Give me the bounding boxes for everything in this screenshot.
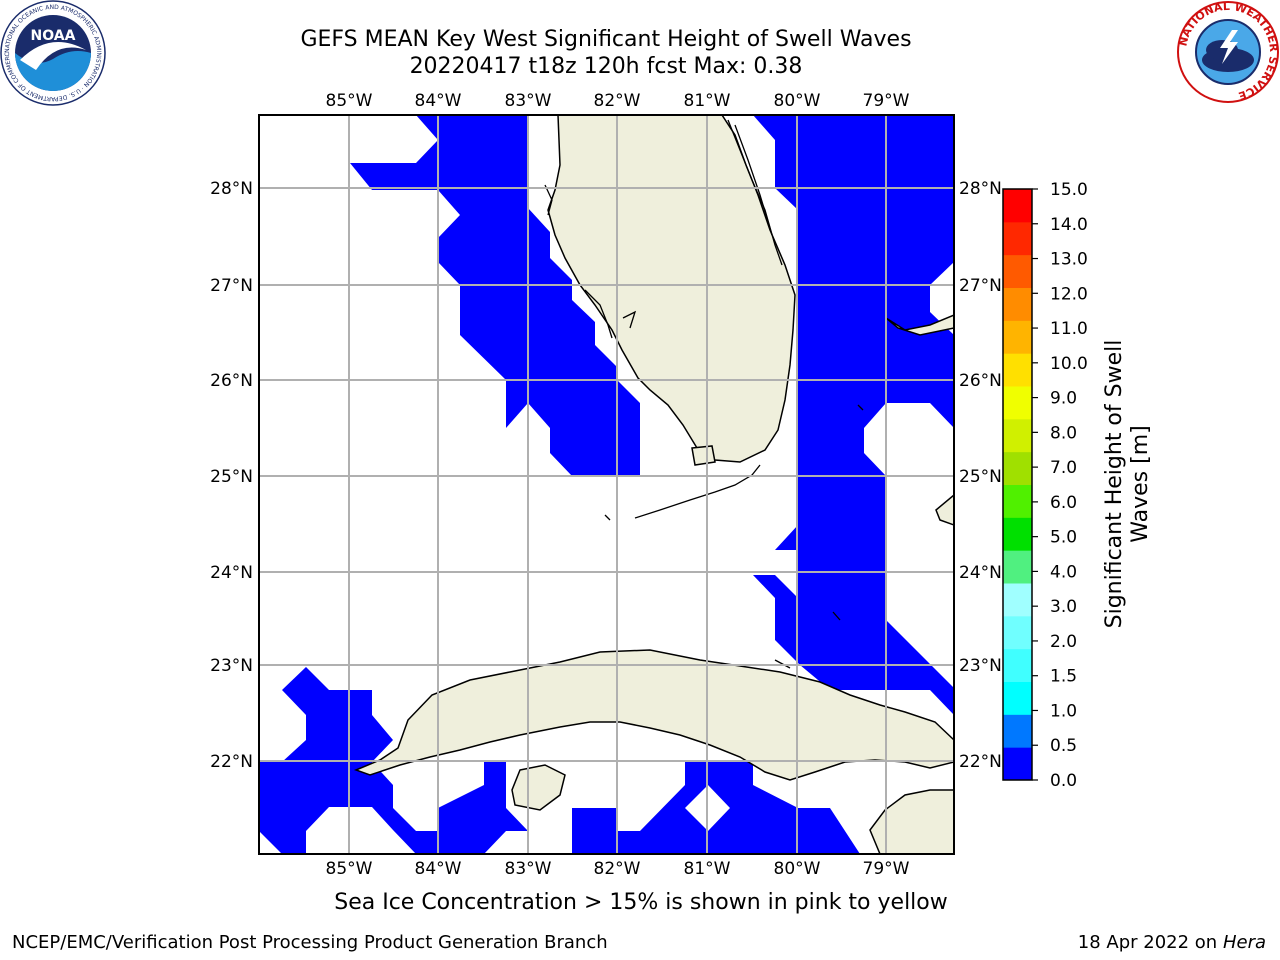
colorbar-tick-label: 9.0: [1050, 389, 1077, 409]
noaa-logo-icon: NATIONAL OCEANIC AND ATMOSPHERIC ADMINIS…: [0, 0, 106, 106]
colorbar-tick-label: 15.0: [1050, 180, 1088, 200]
colorbar-tick-label: 10.0: [1050, 354, 1088, 374]
lon-tick-top: 83°W: [505, 91, 552, 111]
colorbar-segment: [1003, 484, 1032, 518]
colorbar-segment: [1003, 320, 1032, 354]
sea-ice-note: Sea Ice Concentration > 15% is shown in …: [334, 890, 948, 915]
colorbar-segment: [1003, 221, 1032, 256]
lon-tick-bottom: 83°W: [505, 859, 552, 879]
colorbar-segment: [1003, 681, 1032, 715]
land: [353, 115, 954, 854]
colorbar-tick-label: 13.0: [1050, 250, 1088, 270]
lat-tick-left: 24°N: [210, 563, 253, 583]
colorbar-tick-label: 0.5: [1050, 736, 1077, 756]
lat-tick-left: 23°N: [210, 656, 253, 676]
lon-tick-top: 85°W: [326, 91, 373, 111]
lon-tick-top: 84°W: [415, 91, 462, 111]
colorbar: 0.0 0.5 1.0 1.5 2.0 3.0 4.0 5.0 6.0 7.0 8.0 9.0 10.0…: [1002, 180, 1088, 791]
colorbar-label-line1: Significant Height of Swell: [1102, 339, 1127, 629]
colorbar-tick-label: 4.0: [1050, 562, 1077, 582]
lat-tick-right: 27°N: [959, 276, 1002, 296]
lat-tick-right: 22°N: [959, 752, 1002, 772]
colorbar-tick-label: 7.0: [1050, 458, 1077, 478]
lon-tick-top: 81°W: [684, 91, 731, 111]
colorbar-tick-label: 12.0: [1050, 284, 1088, 304]
colorbar-segment: [1003, 287, 1032, 321]
colorbar-segment: [1003, 386, 1032, 420]
colorbar-frame: [1002, 188, 1033, 781]
colorbar-tick-label: 5.0: [1050, 528, 1077, 548]
colorbar-tick-label: 6.0: [1050, 493, 1077, 513]
map-subtitle: 20220417 t18z 120h fcst Max: 0.38: [409, 54, 803, 79]
lat-tick-left: 25°N: [210, 467, 253, 487]
lon-tick-bottom: 84°W: [415, 859, 462, 879]
colorbar-segment: [1003, 418, 1032, 453]
colorbar-segment: [1003, 615, 1032, 650]
map-title: GEFS MEAN Key West Significant Height of…: [300, 27, 912, 52]
colorbar-tick-label: 2.0: [1050, 632, 1077, 652]
graticule: [259, 115, 954, 854]
colorbar-segment: [1003, 714, 1032, 748]
colorbar-label-line2: Waves [m]: [1128, 425, 1153, 543]
colorbar-segment: [1003, 353, 1032, 387]
lat-tick-right: 26°N: [959, 371, 1002, 391]
lon-tick-top: 82°W: [594, 91, 641, 111]
lon-tick-top: 79°W: [863, 91, 910, 111]
footer-date: 18 Apr 2022 on Hera: [1078, 932, 1266, 953]
colorbar-segment: [1003, 254, 1032, 288]
footer-host: Hera: [1222, 932, 1266, 953]
lon-tick-bottom: 82°W: [594, 859, 641, 879]
lat-tick-left: 27°N: [210, 276, 253, 296]
lon-tick-bottom: 79°W: [863, 859, 910, 879]
lat-tick-left: 26°N: [210, 371, 253, 391]
colorbar-segment: [1003, 517, 1032, 551]
lon-tick-top: 80°W: [774, 91, 821, 111]
nws-logo-icon: NATIONAL WEATHER SERVICE: [1176, 0, 1280, 103]
footer-date-text: 18 Apr 2022 on: [1077, 932, 1218, 953]
lat-tick-right: 25°N: [959, 467, 1002, 487]
colorbar-label: Significant Height of Swell Waves [m]: [1102, 304, 1154, 664]
colorbar-tick-label: 0.0: [1050, 771, 1077, 791]
map-frame: [258, 114, 955, 855]
colorbar-segment: [1003, 189, 1032, 223]
lon-tick-bottom: 81°W: [684, 859, 731, 879]
colorbar-tick-label: 11.0: [1050, 319, 1088, 339]
colorbar-segment: [1003, 583, 1032, 617]
lat-tick-left: 22°N: [210, 752, 253, 772]
lat-tick-right: 28°N: [959, 179, 1002, 199]
colorbar-tick-label: 1.0: [1050, 701, 1077, 721]
lon-tick-bottom: 80°W: [774, 859, 821, 879]
footer-credit: NCEP/EMC/Verification Post Processing Pr…: [12, 932, 608, 953]
lat-tick-right: 24°N: [959, 563, 1002, 583]
lat-tick-left: 28°N: [210, 179, 253, 199]
colorbar-tick-label: 8.0: [1050, 423, 1077, 443]
colorbar-segment: [1003, 648, 1032, 682]
colorbar-tick-label: 1.5: [1050, 667, 1077, 687]
lon-tick-bottom: 85°W: [326, 859, 373, 879]
lat-tick-right: 23°N: [959, 656, 1002, 676]
colorbar-tick-label: 3.0: [1050, 597, 1077, 617]
colorbar-segment: [1003, 747, 1032, 781]
colorbar-segment: [1003, 451, 1032, 485]
colorbar-segment: [1003, 550, 1032, 584]
svg-text:NOAA: NOAA: [31, 28, 76, 44]
colorbar-tick-label: 14.0: [1050, 215, 1088, 235]
